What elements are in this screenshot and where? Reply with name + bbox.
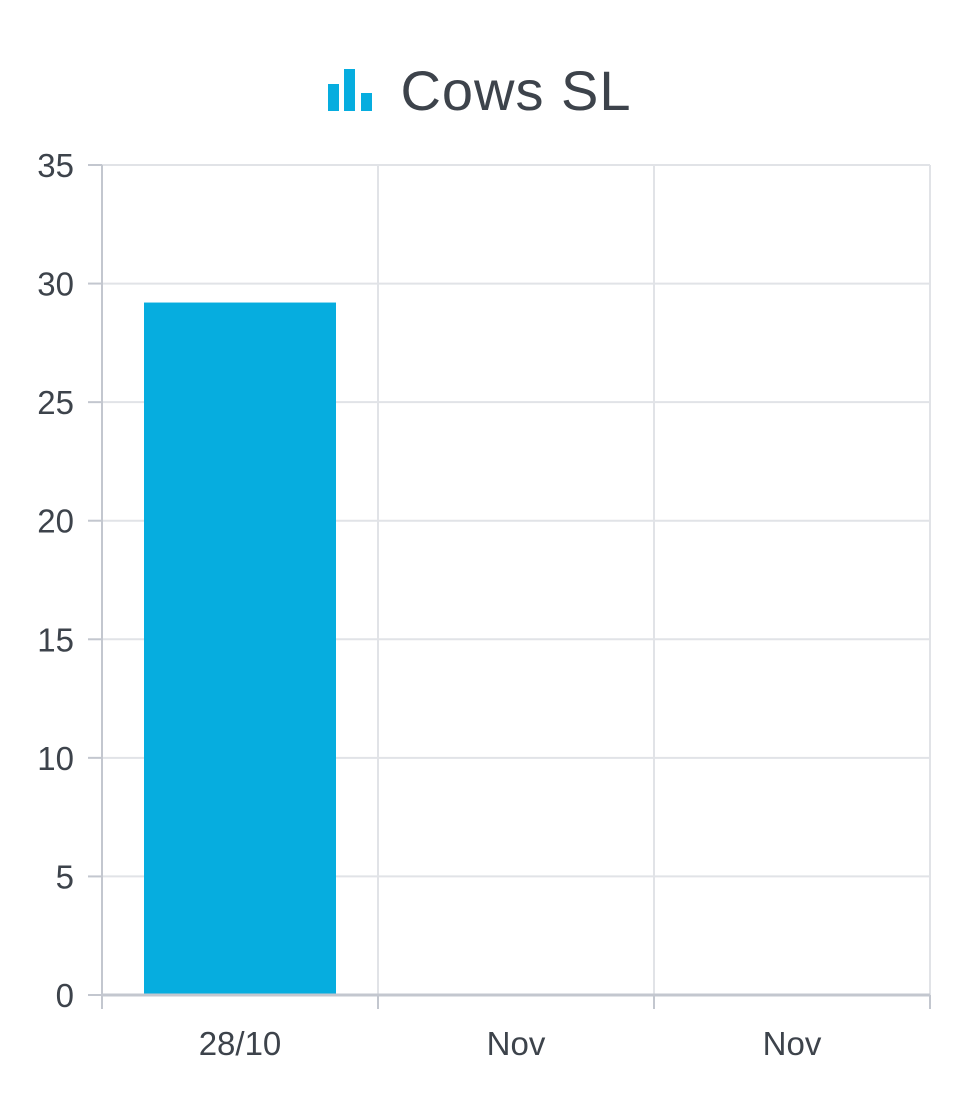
y-tick-label: 15 (37, 621, 74, 658)
y-tick-label: 20 (37, 503, 74, 540)
bar-chart-icon (328, 69, 373, 111)
y-tick-label: 25 (37, 384, 74, 421)
y-tick-label: 0 (56, 977, 74, 1014)
x-tick-label: Nov (763, 1025, 822, 1062)
x-tick-label: 28/10 (199, 1025, 282, 1062)
y-tick-label: 5 (56, 858, 74, 895)
y-tick-label: 35 (37, 147, 74, 184)
chart-title: Cows SL (400, 58, 632, 122)
chart-header: Cows SL (0, 55, 960, 125)
y-tick-label: 30 (37, 266, 74, 303)
x-tick-label: Nov (487, 1025, 546, 1062)
bar (144, 302, 336, 995)
y-tick-label: 10 (37, 740, 74, 777)
